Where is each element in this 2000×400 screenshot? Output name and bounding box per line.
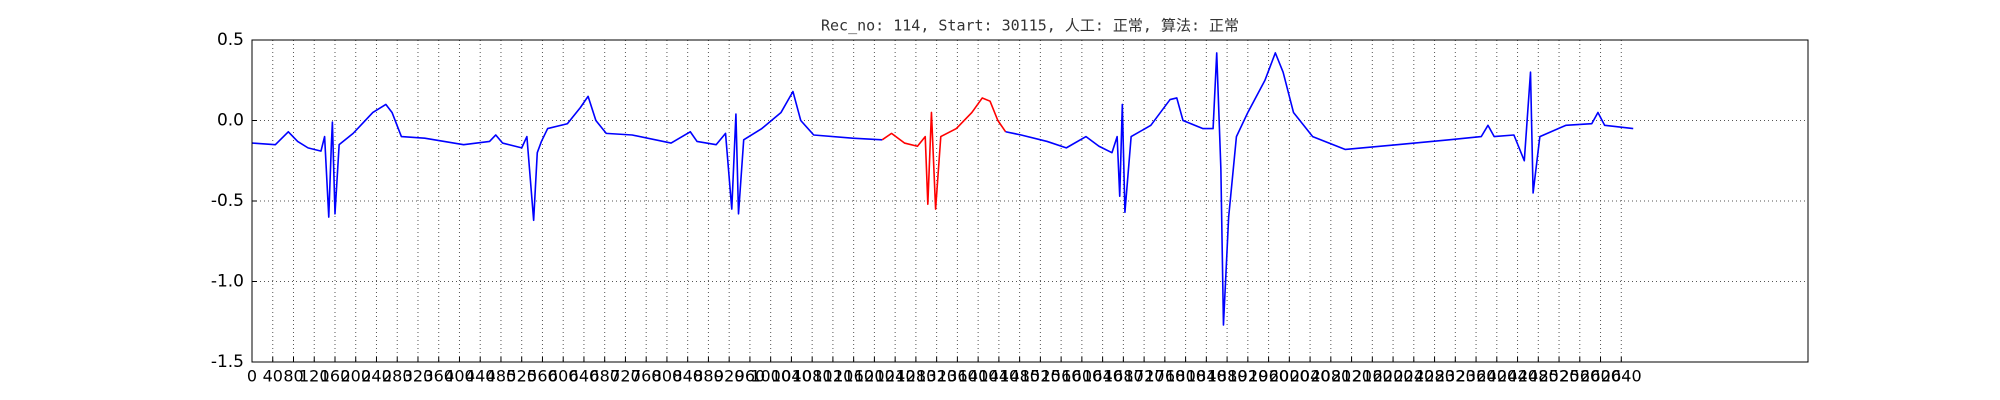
x-tick-label: 360 — [423, 367, 454, 386]
x-tick-label: 160 — [320, 367, 351, 386]
x-tick-label: 320 — [403, 367, 434, 386]
x-tick-label: 920 — [714, 367, 745, 386]
plot-frame — [251, 39, 1809, 363]
x-tick-label: 2640 — [1601, 367, 1642, 386]
x-tick-label: 240 — [361, 367, 392, 386]
y-tick-label: -0.5 — [211, 191, 244, 211]
x-tick-label: 2160 — [1352, 367, 1393, 386]
x-tick-label: 1680 — [1103, 367, 1144, 386]
x-tick-label: 80 — [283, 367, 303, 386]
x-tick-label: 880 — [693, 367, 724, 386]
x-tick-label: 1120 — [813, 367, 854, 386]
x-tick-label: 2280 — [1414, 367, 1455, 386]
x-tick-label: 1920 — [1227, 367, 1268, 386]
x-tick-label: 960 — [735, 367, 766, 386]
x-tick-label: 760 — [631, 367, 662, 386]
x-tick-label: 2320 — [1435, 367, 1476, 386]
x-tick-label: 2120 — [1331, 367, 1372, 386]
x-tick-label: 2360 — [1456, 367, 1497, 386]
x-tick-label: 2480 — [1518, 367, 1559, 386]
y-tick-label: -1.5 — [211, 352, 244, 372]
x-tick-label: 800 — [652, 367, 683, 386]
x-tick-label: 1600 — [1062, 367, 1103, 386]
y-tick-label: -1.0 — [211, 272, 244, 292]
x-tick-label: 2560 — [1559, 367, 1600, 386]
x-tick-label: 1960 — [1248, 367, 1289, 386]
y-tick-label: 0.5 — [217, 30, 244, 50]
x-tick-label: 560 — [527, 367, 558, 386]
x-tick-label: 1320 — [916, 367, 957, 386]
x-tick-label: 2080 — [1310, 367, 1351, 386]
x-tick-label: 1800 — [1165, 367, 1206, 386]
x-tick-label: 400 — [444, 367, 475, 386]
x-tick-label: 1840 — [1186, 367, 1227, 386]
x-tick-label: 2200 — [1373, 367, 1414, 386]
x-tick-label: 1080 — [792, 367, 833, 386]
x-tick-label: 1160 — [833, 367, 874, 386]
x-tick-label: 2240 — [1393, 367, 1434, 386]
x-tick-label: 2040 — [1290, 367, 1331, 386]
ecg-line — [1005, 52, 1634, 326]
x-tick-label: 1640 — [1082, 367, 1123, 386]
x-tick-label: 200 — [340, 367, 371, 386]
x-tick-label: 1360 — [937, 367, 978, 386]
x-tick-label: 680 — [589, 367, 620, 386]
x-tick-label: 280 — [382, 367, 413, 386]
x-tick-label: 0 — [247, 367, 257, 386]
x-tick-label: 2520 — [1539, 367, 1580, 386]
x-tick-label: 480 — [486, 367, 517, 386]
x-tick-label: 520 — [506, 367, 537, 386]
ecg-line — [251, 90, 883, 222]
x-tick-label: 720 — [610, 367, 641, 386]
x-tick-label: 440 — [465, 367, 496, 386]
x-tick-label: 1000 — [750, 367, 791, 386]
x-tick-label: 1760 — [1144, 367, 1185, 386]
x-tick-label: 2600 — [1580, 367, 1621, 386]
x-tick-label: 1880 — [1207, 367, 1248, 386]
x-tick-label: 840 — [672, 367, 703, 386]
ecg-line — [881, 97, 1007, 210]
x-tick-label: 1400 — [958, 367, 999, 386]
x-tick-label: 1720 — [1124, 367, 1165, 386]
x-tick-label: 40 — [263, 367, 283, 386]
x-tick-label: 2400 — [1476, 367, 1517, 386]
x-tick-label: 1480 — [999, 367, 1040, 386]
x-tick-label: 1040 — [771, 367, 812, 386]
x-tick-label: 120 — [299, 367, 330, 386]
x-tick-label: 1240 — [875, 367, 916, 386]
y-tick-label: 0.0 — [217, 111, 244, 131]
x-tick-label: 600 — [548, 367, 579, 386]
x-tick-label: 1280 — [896, 367, 937, 386]
x-tick-label: 2440 — [1497, 367, 1538, 386]
x-tick-label: 1200 — [854, 367, 895, 386]
x-tick-label: 1560 — [1041, 367, 1082, 386]
x-tick-label: 1520 — [1020, 367, 1061, 386]
chart-title: Rec_no: 114, Start: 30115, 人工: 正常, 算法: 正… — [821, 17, 1239, 35]
x-tick-label: 640 — [569, 367, 600, 386]
x-tick-label: 1440 — [979, 367, 1020, 386]
x-tick-label: 2000 — [1269, 367, 1310, 386]
